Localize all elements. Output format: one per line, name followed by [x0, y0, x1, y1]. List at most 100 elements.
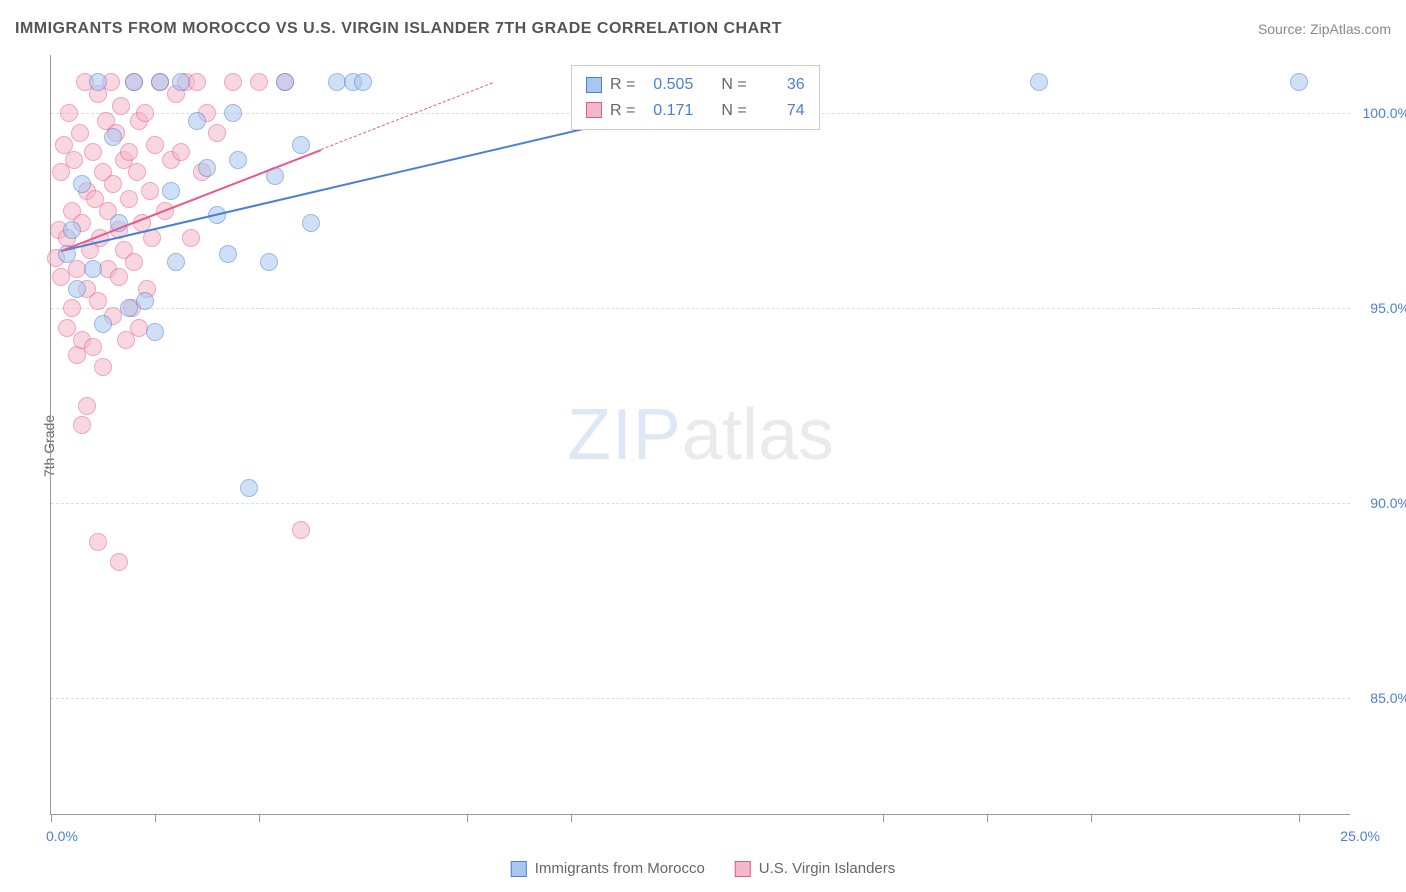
x-tick	[987, 814, 988, 822]
n-label: N =	[721, 98, 746, 124]
data-point	[182, 229, 200, 247]
x-tick	[51, 814, 52, 822]
data-point	[354, 73, 372, 91]
x-tick	[883, 814, 884, 822]
data-point	[188, 73, 206, 91]
r-value: 0.505	[643, 72, 693, 98]
data-point	[224, 73, 242, 91]
n-label: N =	[721, 72, 746, 98]
data-point	[151, 73, 169, 91]
data-point	[302, 214, 320, 232]
data-point	[250, 73, 268, 91]
legend-label: Immigrants from Morocco	[535, 860, 705, 877]
stats-legend-row: R = 0.171 N = 74	[586, 98, 805, 124]
legend-swatch-icon	[511, 861, 527, 877]
data-point	[63, 221, 81, 239]
gridline	[51, 308, 1350, 309]
y-tick-label: 95.0%	[1370, 300, 1406, 316]
data-point	[219, 245, 237, 263]
r-label: R =	[610, 98, 635, 124]
data-point	[125, 253, 143, 271]
data-point	[110, 268, 128, 286]
data-point	[141, 182, 159, 200]
x-label-max: 25.0%	[1340, 828, 1380, 844]
data-point	[68, 280, 86, 298]
data-point	[276, 73, 294, 91]
data-point	[229, 151, 247, 169]
legend-swatch-icon	[586, 102, 602, 118]
x-tick	[259, 814, 260, 822]
data-point	[110, 553, 128, 571]
data-point	[58, 319, 76, 337]
n-value: 74	[755, 98, 805, 124]
data-point	[172, 73, 190, 91]
data-point	[136, 104, 154, 122]
watermark: ZIPatlas	[567, 394, 834, 476]
data-point	[84, 260, 102, 278]
source-attribution: Source: ZipAtlas.com	[1258, 21, 1391, 37]
n-value: 36	[755, 72, 805, 98]
data-point	[94, 315, 112, 333]
y-tick-label: 90.0%	[1370, 495, 1406, 511]
data-point	[128, 163, 146, 181]
data-point	[73, 416, 91, 434]
watermark-zip: ZIP	[567, 395, 682, 475]
data-point	[167, 253, 185, 271]
data-point	[1030, 73, 1048, 91]
data-point	[60, 104, 78, 122]
legend-item-usvi: U.S. Virgin Islanders	[735, 860, 895, 877]
gridline	[51, 503, 1350, 504]
data-point	[224, 104, 242, 122]
y-tick-label: 85.0%	[1370, 690, 1406, 706]
x-tick	[155, 814, 156, 822]
data-point	[112, 97, 130, 115]
stats-legend-row: R = 0.505 N = 36	[586, 72, 805, 98]
x-tick	[1091, 814, 1092, 822]
data-point	[89, 533, 107, 551]
legend-swatch-icon	[586, 77, 602, 93]
data-point	[89, 73, 107, 91]
data-point	[63, 299, 81, 317]
data-point	[84, 338, 102, 356]
data-point	[120, 143, 138, 161]
gridline	[51, 698, 1350, 699]
chart-header: IMMIGRANTS FROM MOROCCO VS U.S. VIRGIN I…	[15, 20, 1391, 38]
data-point	[260, 253, 278, 271]
r-value: 0.171	[643, 98, 693, 124]
data-point	[198, 159, 216, 177]
data-point	[120, 190, 138, 208]
data-point	[1290, 73, 1308, 91]
legend-swatch-icon	[735, 861, 751, 877]
data-point	[78, 397, 96, 415]
stats-legend: R = 0.505 N = 36 R = 0.171 N = 74	[571, 65, 820, 130]
data-point	[65, 151, 83, 169]
data-point	[104, 128, 122, 146]
data-point	[84, 143, 102, 161]
bottom-legend: Immigrants from Morocco U.S. Virgin Isla…	[511, 860, 896, 877]
data-point	[136, 292, 154, 310]
data-point	[89, 292, 107, 310]
data-point	[292, 136, 310, 154]
data-point	[188, 112, 206, 130]
chart-title: IMMIGRANTS FROM MOROCCO VS U.S. VIRGIN I…	[15, 20, 782, 38]
data-point	[73, 175, 91, 193]
x-label-min: 0.0%	[46, 828, 78, 844]
data-point	[71, 124, 89, 142]
data-point	[94, 358, 112, 376]
data-point	[125, 73, 143, 91]
watermark-atlas: atlas	[682, 395, 834, 475]
data-point	[172, 143, 190, 161]
legend-item-morocco: Immigrants from Morocco	[511, 860, 705, 877]
data-point	[240, 479, 258, 497]
data-point	[208, 124, 226, 142]
data-point	[292, 521, 310, 539]
x-tick	[467, 814, 468, 822]
x-tick	[571, 814, 572, 822]
data-point	[162, 182, 180, 200]
x-tick	[1299, 814, 1300, 822]
data-point	[146, 323, 164, 341]
r-label: R =	[610, 72, 635, 98]
data-point	[146, 136, 164, 154]
trend-line-extrapolated	[321, 82, 493, 150]
data-point	[104, 175, 122, 193]
